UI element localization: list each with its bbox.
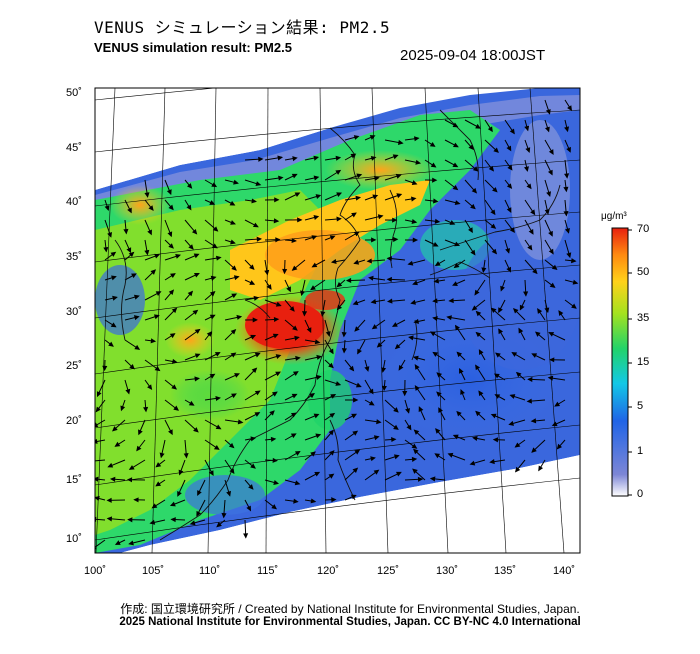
lon-label-105: 105˚ [142, 565, 164, 577]
colorbar-tick-1: 1 [637, 445, 643, 457]
lon-label-100: 100˚ [84, 565, 106, 577]
lat-label-45: 45˚ [66, 142, 82, 154]
colorbar-tick-0: 0 [637, 488, 643, 500]
lon-label-140: 140˚ [553, 565, 575, 577]
colorbar-tick-5: 5 [637, 400, 643, 412]
credit-line: 作成: 国立環境研究所 / Created by National Instit… [0, 600, 700, 617]
lon-label-110: 110˚ [199, 565, 220, 577]
colorbar-tick-15: 15 [637, 356, 649, 368]
lat-label-50: 50˚ [66, 87, 82, 99]
lon-label-135: 135˚ [494, 565, 516, 577]
lon-label-120: 120˚ [317, 565, 339, 577]
lat-label-10: 10˚ [66, 533, 82, 545]
lat-label-25: 25˚ [66, 360, 82, 372]
colorbar-tick-35: 35 [637, 312, 649, 324]
lon-label-115: 115˚ [257, 565, 278, 577]
lat-label-35: 35˚ [66, 251, 82, 263]
lon-label-130: 130˚ [436, 565, 458, 577]
colorbar-tick-50: 50 [637, 266, 649, 278]
lat-label-30: 30˚ [66, 306, 82, 318]
lat-label-40: 40˚ [66, 196, 82, 208]
lat-label-15: 15˚ [66, 474, 82, 486]
colorbar-tick-70: 70 [637, 223, 649, 235]
wind-arrow-head [89, 459, 93, 463]
lon-label-125: 125˚ [377, 565, 399, 577]
colorbar [612, 228, 628, 496]
colorbar-unit: μg/m³ [601, 211, 627, 222]
lat-label-20: 20˚ [66, 415, 82, 427]
copyright-line: 2025 National Institute for Environmenta… [0, 616, 700, 628]
